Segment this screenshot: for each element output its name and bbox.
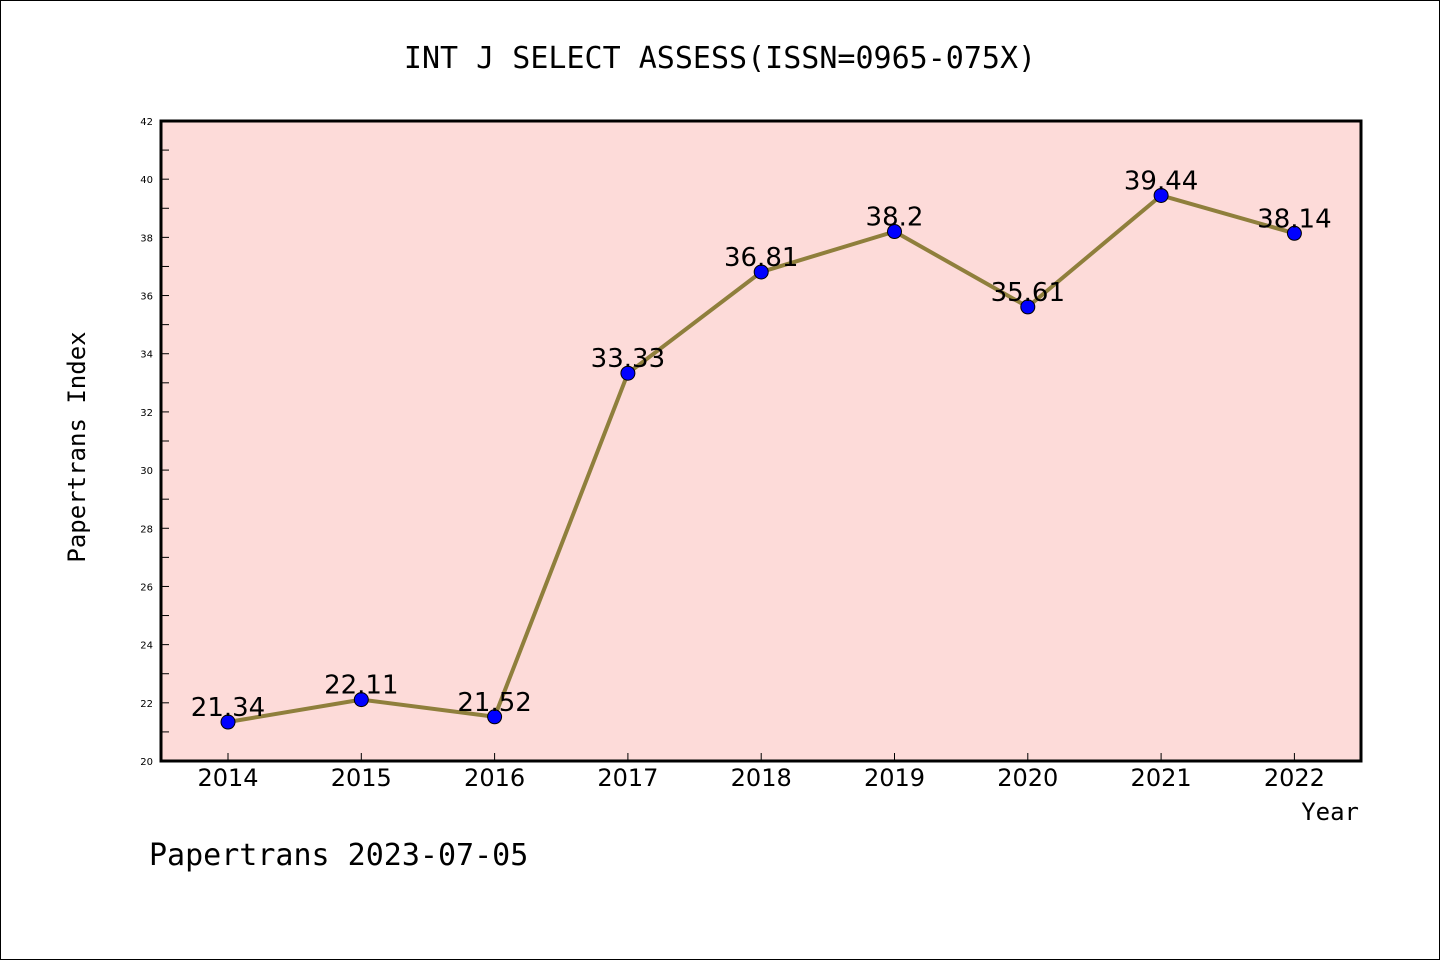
y-tick-label: 28	[140, 524, 153, 535]
x-tick-label: 2019	[864, 764, 925, 792]
x-tick-label: 2018	[731, 764, 792, 792]
data-label: 21.52	[457, 688, 531, 718]
y-axis-label: Papertrans Index	[63, 331, 91, 562]
plot-background	[161, 121, 1361, 761]
y-tick-label: 22	[140, 699, 153, 710]
y-tick-label: 38	[140, 233, 153, 244]
data-point	[353, 692, 369, 708]
data-point	[1020, 299, 1036, 315]
x-tick-label: 2022	[1264, 764, 1325, 792]
y-tick-label: 32	[140, 408, 153, 419]
y-tick-label: 24	[140, 641, 153, 652]
plot-border	[159, 119, 1363, 763]
x-axis-label: Year	[1301, 798, 1359, 826]
chart-title: INT J SELECT ASSESS(ISSN=0965-075X)	[404, 41, 1036, 76]
y-tick-label: 30	[140, 466, 153, 477]
x-tick-label: 2020	[997, 764, 1058, 792]
x-tick-label: 2021	[1131, 764, 1192, 792]
y-tick-label: 36	[140, 292, 153, 303]
x-tick-label: 2014	[197, 764, 258, 792]
data-label: 35.61	[991, 278, 1065, 308]
y-tick-label: 26	[140, 582, 153, 593]
data-point	[887, 224, 902, 240]
data-label: 38.2	[866, 203, 924, 233]
data-point	[1153, 187, 1169, 203]
y-tick-label: 40	[140, 175, 153, 186]
data-point	[620, 365, 636, 381]
data-label: 38.14	[1257, 204, 1331, 234]
data-label: 21.34	[191, 693, 265, 723]
data-label: 22.11	[324, 671, 398, 701]
x-tick-label: 2015	[331, 764, 392, 792]
y-tick-label: 42	[140, 117, 153, 128]
data-point	[220, 714, 236, 730]
y-tick-label: 34	[140, 350, 153, 361]
x-tick-label: 2016	[464, 764, 525, 792]
data-label: 36.81	[724, 243, 798, 273]
data-label: 33.33	[591, 344, 665, 374]
y-tick-label: 20	[140, 757, 153, 768]
data-point	[487, 709, 503, 725]
x-tick-label: 2017	[597, 764, 658, 792]
data-label: 39.44	[1124, 166, 1198, 196]
data-point	[753, 264, 769, 280]
data-point	[1286, 225, 1302, 241]
footer-date: Papertrans 2023-07-05	[149, 838, 528, 873]
